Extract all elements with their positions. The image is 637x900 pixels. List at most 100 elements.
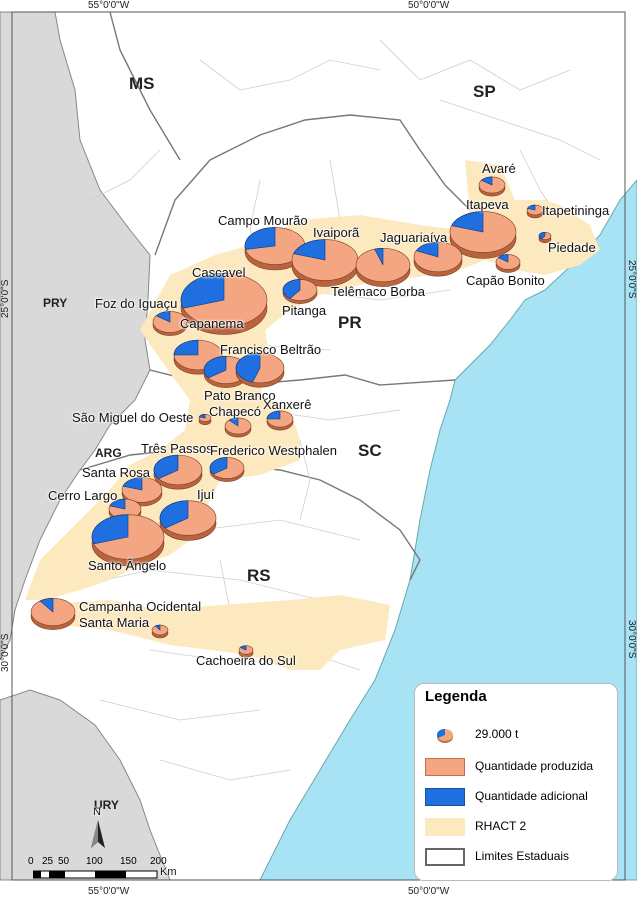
scale-tick: 100 bbox=[86, 856, 103, 867]
pie-additional-slice bbox=[39, 598, 54, 613]
pie-additional-slice bbox=[91, 514, 129, 545]
pie-chart-cap-o-bonito bbox=[495, 254, 521, 273]
country-label-pry: PRY bbox=[43, 296, 68, 310]
region-label: Cascavel bbox=[192, 265, 246, 280]
pie-additional-slice bbox=[203, 356, 227, 379]
region-label: Campanha Ocidental bbox=[79, 599, 202, 614]
pie-additional-slice bbox=[244, 227, 276, 250]
pie-additional-slice bbox=[415, 241, 439, 258]
pie-chart-s-o-miguel-do-oeste bbox=[198, 413, 212, 426]
scale-tick: 200 bbox=[150, 856, 167, 867]
state-label-sc: SC bbox=[358, 441, 382, 460]
legend-title: Legenda bbox=[425, 688, 487, 705]
pie-additional-slice bbox=[293, 239, 326, 261]
scale-tick: 0 bbox=[28, 856, 34, 867]
scale-tick: 50 bbox=[58, 856, 70, 867]
pie-chart-campanha-ocidental bbox=[30, 598, 76, 630]
region-label: Xanxerê bbox=[263, 397, 312, 412]
region-label: Avaré bbox=[482, 161, 516, 176]
pie-additional-slice bbox=[451, 211, 484, 233]
pie-chart-itapeva bbox=[449, 211, 517, 259]
pie-additional-slice bbox=[374, 247, 384, 266]
pie-chart-tel-maco-borba bbox=[413, 241, 463, 277]
rhact-swatch bbox=[425, 818, 465, 836]
pie-chart-avar- bbox=[478, 176, 506, 197]
produced-swatch bbox=[425, 758, 465, 776]
region-label: Chapecó bbox=[209, 404, 262, 419]
state-label-rs: RS bbox=[247, 566, 271, 585]
pie-chart-chapec- bbox=[224, 417, 252, 438]
north-arrow-icon bbox=[91, 820, 105, 848]
pie-chart-xanxer- bbox=[266, 410, 294, 431]
pie-chart-pitanga bbox=[282, 279, 318, 304]
region-label: Foz do Iguaçu bbox=[95, 296, 178, 311]
pie-additional-slice bbox=[209, 457, 228, 475]
state-label-ms: MS bbox=[129, 74, 155, 93]
legend-item-label: 29.000 t bbox=[475, 727, 519, 741]
pie-additional-slice bbox=[497, 254, 509, 263]
pie-chart-santa-rosa bbox=[121, 477, 163, 507]
pie-additional-slice bbox=[235, 352, 261, 383]
pie-additional-slice bbox=[266, 410, 281, 420]
pie-additional-slice bbox=[538, 231, 546, 240]
pie-additional-slice bbox=[122, 477, 143, 491]
coord-top-left: 55°0'0"W bbox=[88, 0, 130, 11]
pie-additional-slice bbox=[198, 413, 206, 419]
pie-additional-slice bbox=[154, 624, 161, 631]
region-label: Santa Rosa bbox=[82, 465, 150, 480]
country-label-arg: ARG bbox=[95, 446, 122, 460]
coord-bottom-right: 50°0'0"W bbox=[408, 886, 450, 897]
pie-additional-slice bbox=[282, 279, 301, 299]
pie-additional-slice bbox=[526, 204, 536, 211]
legend-item-label: RHACT 2 bbox=[475, 819, 527, 833]
scale-tick: 25 bbox=[42, 856, 54, 867]
region-label: Pato Branco bbox=[204, 388, 276, 403]
scale-ticks: 0 25 50 100 150 200 bbox=[28, 856, 178, 868]
region-label: Jaguariaíva bbox=[380, 230, 448, 245]
pie-chart-pato-branco bbox=[235, 352, 285, 388]
pie-symbol-icon bbox=[436, 728, 453, 743]
region-label: Pitanga bbox=[282, 303, 327, 318]
pie-additional-slice bbox=[228, 417, 239, 427]
scale-tick: 150 bbox=[120, 856, 137, 867]
state-limit-swatch bbox=[425, 848, 465, 866]
state-label-sp: SP bbox=[473, 82, 496, 101]
pie-additional-slice bbox=[239, 645, 247, 651]
region-label: Três Passos bbox=[141, 441, 213, 456]
region-label: Francisco Beltrão bbox=[220, 342, 322, 357]
region-label: Campo Mourão bbox=[218, 213, 308, 228]
pie-additional-slice bbox=[153, 454, 179, 480]
coord-left-bottom: 30°0'0"S bbox=[0, 633, 11, 672]
pie-chart-foz-do-igua-u bbox=[152, 311, 188, 336]
coord-left-top: 25°0'0"S bbox=[0, 279, 11, 318]
pie-layer bbox=[30, 176, 552, 658]
legend-item-label: Quantidade produzida bbox=[475, 759, 594, 773]
pie-chart-iju- bbox=[159, 500, 217, 541]
region-label: Piedade bbox=[548, 240, 596, 255]
legend-item-label: Limites Estaduais bbox=[475, 849, 570, 863]
region-label: Santa Maria bbox=[79, 615, 150, 630]
pie-additional-slice bbox=[155, 311, 171, 323]
coord-bottom-left: 55°0'0"W bbox=[88, 886, 130, 897]
pie-chart-cascavel bbox=[180, 273, 268, 335]
region-label: Ijuí bbox=[197, 487, 215, 502]
coord-top-right: 50°0'0"W bbox=[408, 0, 450, 11]
pie-chart-itapetininga bbox=[526, 204, 544, 219]
pie-chart-santa-maria bbox=[151, 624, 169, 639]
region-label: Santo Ângelo bbox=[88, 558, 167, 573]
region-label: Capanema bbox=[180, 316, 244, 331]
region-label: Capão Bonito bbox=[466, 273, 545, 288]
scale-bar bbox=[33, 870, 158, 879]
map-frame bbox=[11, 11, 626, 881]
pie-additional-slice bbox=[109, 498, 126, 510]
region-label: Ivaiporã bbox=[313, 225, 360, 240]
pie-additional-slice bbox=[159, 500, 189, 529]
region-label: Itapetininga bbox=[542, 203, 610, 218]
pie-chart-campo-mour-o bbox=[244, 227, 306, 271]
region-label: Itapeva bbox=[466, 197, 509, 212]
pie-chart-tr-s-passos bbox=[153, 454, 203, 490]
legend-item-label: Quantidade adicional bbox=[475, 789, 588, 803]
pie-chart-santo-ngelo bbox=[91, 514, 165, 567]
region-label: Cachoeira do Sul bbox=[196, 653, 296, 668]
